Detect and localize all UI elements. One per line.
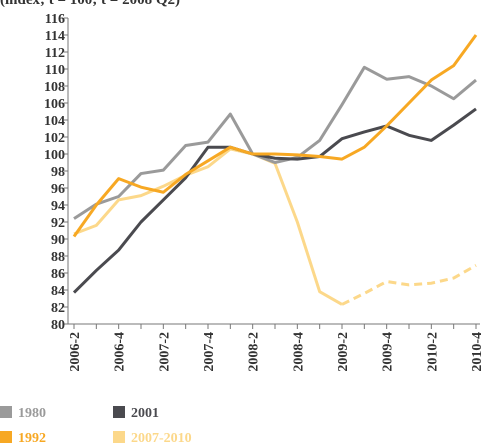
y-tick-label: 94 (51, 199, 65, 214)
x-tick-label: 2009-2 (336, 332, 351, 372)
y-tick-label: 114 (45, 29, 65, 44)
y-tick-label: 102 (44, 131, 65, 146)
x-tick-label: 2006-2 (68, 332, 83, 372)
y-tick-label: 92 (51, 216, 65, 231)
x-tick-label: 2008-2 (247, 332, 262, 372)
y-tick-label: 106 (44, 97, 65, 112)
series-line (73, 65, 477, 220)
y-tick-label: 104 (44, 114, 65, 129)
legend-swatch (113, 406, 125, 418)
y-tick-label: 112 (45, 46, 65, 61)
legend-label: 2007-2010 (131, 431, 192, 446)
y-tick-label: 100 (44, 148, 65, 163)
legend-label: 2001 (131, 406, 159, 421)
x-tick-label: 2007-4 (202, 332, 217, 372)
legend-label: 1992 (18, 431, 46, 446)
chart-title: (index; t = 100; t = 2008 Q2) (0, 0, 180, 8)
legend-swatch (0, 406, 12, 418)
y-tick-label: 90 (51, 233, 65, 248)
y-tick-label: 108 (44, 80, 65, 95)
series-line (72, 34, 478, 238)
y-tick-label: 80 (51, 318, 65, 333)
y-tick-label: 116 (45, 12, 65, 27)
legend-label: 1980 (18, 406, 46, 421)
y-tick-label: 110 (45, 63, 65, 78)
series-line (73, 147, 343, 306)
legend-swatch (113, 431, 125, 443)
legend-swatch (0, 431, 12, 443)
y-tick-label: 84 (51, 284, 65, 299)
x-tick-label: 2006-4 (113, 332, 128, 372)
series-line (72, 107, 477, 294)
y-tick-label: 96 (51, 182, 65, 197)
series-line (341, 264, 477, 306)
x-tick-label: 2010-4 (470, 332, 482, 372)
y-tick-label: 82 (51, 301, 65, 316)
x-tick-label: 2007-2 (157, 332, 172, 372)
y-tick-label: 88 (51, 250, 65, 265)
x-tick-label: 2008-4 (291, 332, 306, 372)
y-tick-label: 86 (51, 267, 65, 282)
x-tick-label: 2009-4 (381, 332, 396, 372)
y-tick-label: 98 (51, 165, 65, 180)
x-tick-label: 2010-2 (425, 332, 440, 372)
